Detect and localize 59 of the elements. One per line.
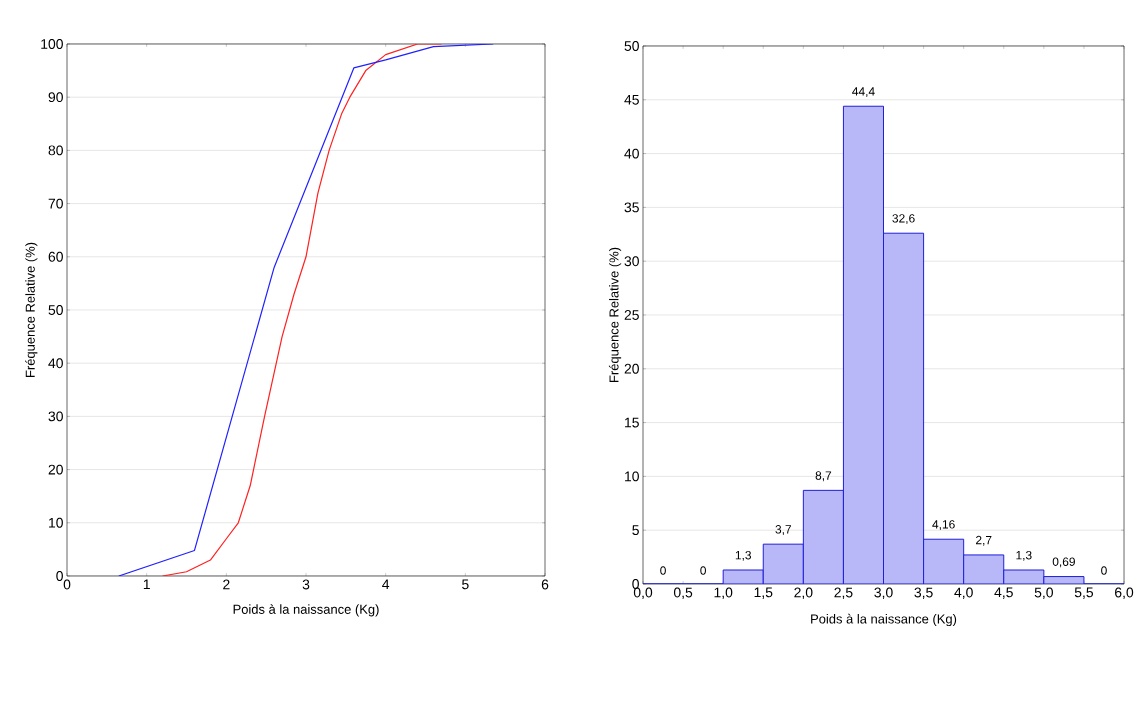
- y-tick-label: 40: [624, 148, 639, 159]
- line-series: [162, 43, 443, 576]
- y-axis-title: Fréquence Relative (%): [608, 247, 622, 382]
- data-label: 0: [700, 566, 706, 575]
- y-axis-title: Fréquence Relative (%): [25, 242, 38, 377]
- y-tick-label: 25: [624, 310, 639, 320]
- line-series: [118, 43, 494, 576]
- y-tick-label: 20: [48, 464, 63, 475]
- x-tick-label: 6: [541, 579, 549, 590]
- data-label: 44,4: [852, 87, 875, 98]
- x-tick-label: 2: [223, 579, 230, 590]
- y-tick-label: 10: [625, 471, 639, 482]
- data-label: 4,16: [932, 520, 955, 531]
- data-label: 2,7: [976, 535, 992, 546]
- y-tick-label: 100: [41, 39, 63, 49]
- y-tick-label: 20: [624, 363, 639, 374]
- y-tick-label: 50: [624, 41, 639, 51]
- x-tick-label: 5,5: [1074, 587, 1094, 599]
- x-axis-title: Poids à la naissance (Kg): [811, 613, 957, 627]
- y-tick-label: 80: [48, 145, 63, 156]
- y-tick-label: 30: [624, 256, 639, 267]
- x-tick-label: 2,0: [794, 587, 813, 600]
- x-tick-label: 5,0: [1034, 587, 1053, 600]
- x-axis-title: Poids à la naissance (Kg): [233, 604, 379, 617]
- data-label: 1,3: [1016, 550, 1032, 561]
- y-tick-label: 15: [625, 417, 639, 428]
- y-tick-label: 90: [48, 92, 63, 103]
- x-tick-label: 1: [143, 579, 150, 590]
- y-tick-label: 60: [48, 251, 63, 262]
- x-tick-label: 4,5: [994, 587, 1013, 599]
- x-tick-label: 0,0: [633, 587, 653, 600]
- x-tick-label: 5: [462, 579, 469, 590]
- data-label: 8,7: [815, 471, 832, 482]
- x-tick-label: 6,0: [1115, 587, 1134, 600]
- y-tick-label: 40: [48, 358, 63, 369]
- y-tick-label: 45: [624, 94, 639, 105]
- x-tick-label: 4: [382, 579, 390, 590]
- x-tick-label: 2,5: [834, 587, 853, 600]
- data-label: 0,69: [1052, 557, 1075, 568]
- y-tick-label: 5: [632, 525, 639, 536]
- x-tick-label: 3,5: [914, 587, 933, 600]
- data-label: 32,6: [892, 214, 915, 225]
- x-tick-label: 0,5: [673, 587, 693, 600]
- x-tick-label: 1,5: [754, 587, 773, 599]
- y-tick-label: 0: [56, 571, 63, 581]
- y-tick-label: 70: [48, 198, 63, 209]
- data-label: 0: [660, 566, 666, 575]
- data-label: 3,7: [775, 525, 792, 535]
- y-tick-label: 10: [49, 517, 63, 528]
- y-tick-label: 30: [48, 411, 63, 422]
- x-tick-label: 3: [302, 579, 310, 590]
- data-label: 0: [1101, 566, 1107, 575]
- y-tick-label: 50: [48, 305, 63, 315]
- y-tick-label: 35: [624, 202, 639, 213]
- x-tick-label: 4,0: [954, 587, 973, 600]
- x-tick-label: 3,0: [874, 587, 893, 600]
- x-tick-label: 0: [63, 579, 71, 590]
- x-tick-label: 1,0: [714, 587, 733, 600]
- data-label: 1,3: [735, 550, 752, 561]
